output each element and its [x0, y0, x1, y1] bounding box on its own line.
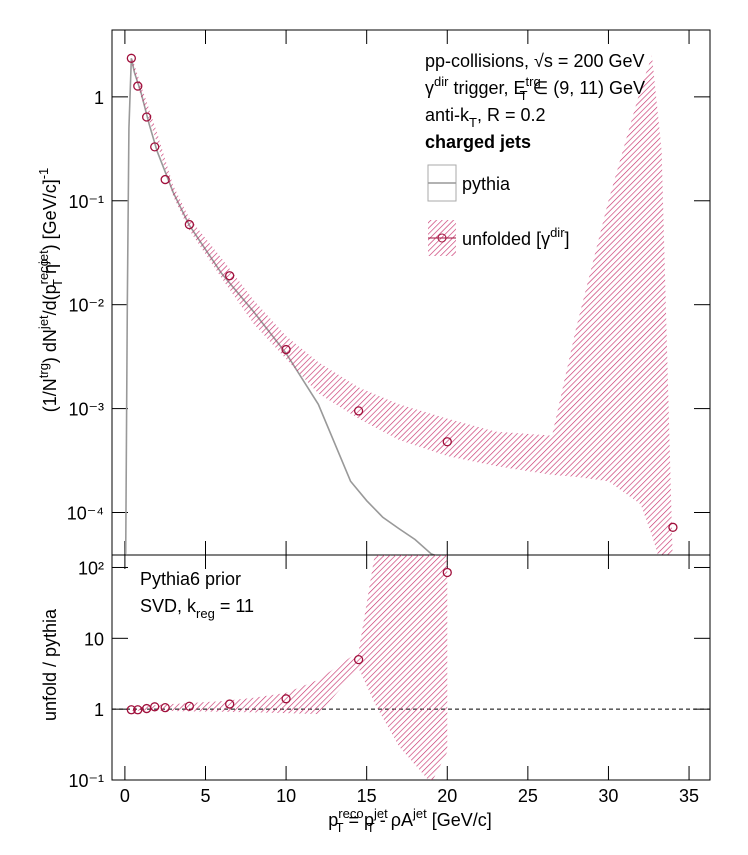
text-segment: ) dN	[40, 329, 60, 363]
data-point	[184, 701, 195, 711]
data-point	[225, 271, 235, 281]
text-segment: unfolded [γ	[462, 229, 550, 249]
annotation: Pythia6 prior	[140, 569, 241, 589]
data-point	[442, 567, 452, 578]
x-tick-label: 10	[276, 786, 296, 806]
x-tick-label: 20	[437, 786, 457, 806]
x-tick-label: 5	[200, 786, 210, 806]
data-point	[160, 703, 170, 713]
y-tick-label: 10	[84, 629, 104, 649]
x-tick-label: 15	[357, 786, 377, 806]
y-tick-label: 10⁻²	[68, 296, 104, 316]
data-point	[184, 219, 195, 230]
y-axis-label: (1/Ntrg) dNjet/d(precoT ηjet) [GeV/c]-1	[36, 168, 65, 413]
text-segment: trigger, E	[448, 78, 525, 98]
data-point	[150, 702, 160, 712]
text-segment: trg	[36, 363, 51, 378]
text-segment: jet	[36, 250, 51, 265]
data-point	[150, 142, 160, 152]
text-segment: ) [GeV/c]	[40, 179, 60, 250]
text-segment: T	[367, 820, 375, 835]
text-segment: γ	[425, 78, 434, 98]
text-segment: jet	[373, 806, 388, 821]
text-segment: T	[50, 279, 65, 287]
text-segment: T	[469, 115, 477, 130]
text-segment: = p	[344, 810, 375, 830]
text-segment: (1/N	[40, 378, 60, 412]
data-point	[126, 53, 136, 63]
plot-area	[124, 53, 678, 555]
y-tick-label: 10²	[78, 558, 104, 578]
legend-swatch	[437, 233, 447, 243]
y-tick-label: 1	[94, 700, 104, 720]
data-point	[142, 112, 152, 122]
x-tick-label: 35	[679, 786, 699, 806]
data-point	[225, 699, 235, 709]
text-segment: η	[40, 264, 60, 279]
y-tick-label: 1	[94, 88, 104, 108]
text-segment: dir	[550, 225, 565, 240]
text-segment: jet	[412, 806, 427, 821]
text-segment: reco	[36, 259, 51, 284]
legend-label: pythia	[462, 174, 511, 194]
text-segment: jet	[36, 315, 51, 330]
annotation: anti-kT, R = 0.2	[425, 105, 546, 130]
text-segment: [GeV/c]	[427, 810, 492, 830]
text-segment: /d(p	[40, 284, 60, 315]
y-tick-label: 10⁻¹	[68, 771, 104, 791]
legend-label: unfolded [γdir]	[462, 225, 570, 249]
y-axis-label: unfold / pythia	[40, 608, 60, 721]
y-tick-label: 10⁻⁴	[67, 504, 104, 524]
annotation: pp-collisions, √s = 200 GeV	[425, 51, 645, 71]
data-point	[160, 174, 170, 185]
text-segment: -1	[36, 168, 51, 180]
plot-area	[126, 555, 452, 780]
text-segment: ∈ (9, 11) GeV	[528, 78, 645, 98]
text-segment: dir	[434, 74, 449, 89]
text-segment: , R = 0.2	[477, 105, 546, 125]
y-tick-label: 10⁻¹	[68, 192, 104, 212]
uncertainty-band	[131, 555, 448, 780]
text-segment: SVD, k	[140, 596, 197, 616]
text-segment: = 11	[215, 596, 254, 616]
data-point	[281, 344, 291, 355]
annotation: charged jets	[425, 132, 531, 152]
series-line	[124, 58, 437, 555]
text-segment: T	[336, 820, 344, 835]
x-tick-label: 0	[120, 786, 130, 806]
y-tick-label: 10⁻³	[68, 400, 104, 420]
x-tick-label: 30	[598, 786, 618, 806]
annotation: SVD, kreg = 11	[140, 596, 254, 621]
text-segment: reg	[196, 606, 215, 621]
data-point	[133, 705, 143, 715]
annotation: γdir trigger, Etrg T ∈ (9, 11) GeV	[425, 74, 645, 103]
x-tick-label: 25	[518, 786, 538, 806]
text-segment: anti-k	[425, 105, 470, 125]
text-segment: T	[520, 88, 528, 103]
data-point	[126, 705, 136, 715]
x-axis-label: preco T = pjet T - ρAjet [GeV/c]	[328, 806, 492, 835]
data-point	[281, 694, 291, 704]
text-segment: reco	[338, 806, 363, 821]
text-segment: p	[328, 810, 338, 830]
text-segment: ]	[565, 229, 570, 249]
data-point	[353, 406, 364, 416]
data-point	[133, 81, 143, 91]
data-point	[442, 437, 452, 447]
text-segment: trg	[526, 74, 541, 89]
text-segment: - ρA	[375, 810, 413, 830]
data-point	[353, 654, 364, 665]
data-point	[668, 522, 678, 532]
uncertainty-band	[131, 55, 673, 555]
